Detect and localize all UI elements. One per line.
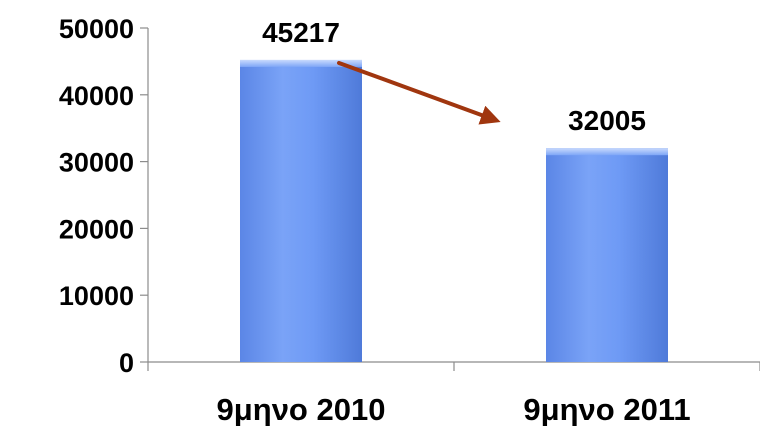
y-tick-label: 30000 [59, 148, 134, 178]
y-tick-label: 0 [119, 348, 134, 378]
annotations [337, 60, 501, 125]
y-tick-label: 50000 [59, 14, 134, 44]
x-axis: 9μηνο 2010 9μηνο 2011 [147, 361, 760, 426]
y-tick-label: 10000 [59, 281, 134, 311]
bar [546, 148, 668, 362]
data-label: 45217 [262, 17, 340, 48]
bar-cap [546, 148, 668, 156]
y-tick-label: 20000 [59, 214, 134, 244]
y-tick-label: 40000 [59, 81, 134, 111]
decrease-arrow [337, 60, 501, 125]
bar [240, 59, 362, 362]
x-tick-label: 9μηνο 2010 [217, 392, 386, 426]
bar-cap [240, 59, 362, 67]
y-axis: 0 10000 20000 30000 40000 50000 [59, 14, 149, 378]
bars: 45217 32005 [240, 17, 668, 362]
data-label: 32005 [568, 105, 646, 136]
x-tick-label: 9μηνο 2011 [523, 392, 690, 426]
